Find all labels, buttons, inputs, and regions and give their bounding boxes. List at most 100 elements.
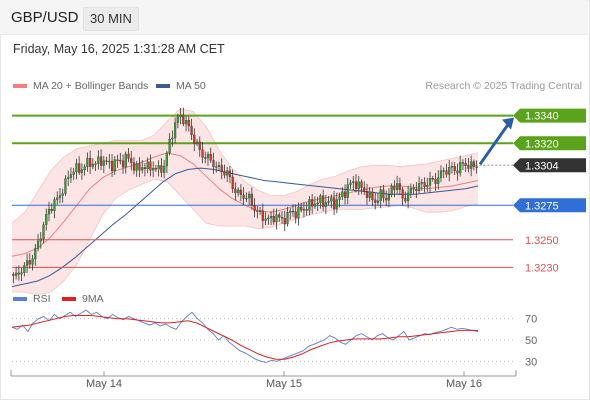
candle-up <box>289 210 292 213</box>
candle-down <box>385 197 388 201</box>
candle-up <box>448 167 451 175</box>
candle-down <box>322 195 325 207</box>
candle-down <box>374 199 377 203</box>
candle-down <box>371 191 374 200</box>
candle-up <box>409 188 412 194</box>
candle-up <box>308 199 311 211</box>
level-tag-1.3340 <box>513 108 586 123</box>
candle-down <box>201 149 204 158</box>
candle-down <box>311 199 314 207</box>
candle-up <box>75 163 78 173</box>
time-tick-label-0: May 14 <box>86 378 122 390</box>
candle-up <box>450 166 454 168</box>
candle-down <box>209 153 212 161</box>
legend-ma50: MA 50 <box>156 80 206 92</box>
candle-up <box>470 161 473 169</box>
candle-up <box>97 156 100 164</box>
candle-up <box>313 203 317 207</box>
candle-down <box>453 166 456 171</box>
candle-down <box>116 159 119 161</box>
candle-down <box>89 158 92 167</box>
candle-down <box>382 189 385 199</box>
candle-up <box>141 167 144 171</box>
candle-down <box>332 197 336 210</box>
candle-down <box>231 176 234 190</box>
candle-up <box>330 197 333 202</box>
candle-up <box>45 213 48 225</box>
candle-up <box>316 202 319 205</box>
candle-up <box>346 184 349 198</box>
candle-down <box>250 193 253 206</box>
rsi-tick-30: 30 <box>525 356 537 368</box>
candle-up <box>302 209 306 211</box>
candle-up <box>23 265 26 273</box>
candle-up <box>376 200 380 203</box>
candle-down <box>160 165 163 173</box>
candle-up <box>94 163 97 165</box>
level-label-1.3275: 1.3275 <box>525 200 559 212</box>
candle-down <box>253 205 256 211</box>
ma20-legend-label: MA 20 + Bollinger Bands <box>33 80 149 92</box>
rsi-tick-50: 50 <box>525 335 537 347</box>
timeframe-button[interactable]: 30 MIN <box>83 7 139 31</box>
candle-up <box>275 214 278 223</box>
candle-down <box>256 210 259 212</box>
candle-down <box>445 170 448 175</box>
candle-up <box>426 185 429 187</box>
rsi-legend-label: RSI <box>33 293 51 305</box>
candle-up <box>152 168 155 171</box>
candle-up <box>72 171 75 175</box>
candle-down <box>363 187 366 192</box>
candle-down <box>280 217 284 219</box>
datetime-label: Friday, May 16, 2025 1:31:28 AM CET <box>13 42 225 56</box>
rsi-line <box>11 309 479 363</box>
candle-up <box>396 183 399 190</box>
candle-down <box>461 162 465 164</box>
candle-up <box>135 163 138 171</box>
level-tag-1.3320 <box>513 136 586 151</box>
candle-up <box>442 170 445 172</box>
candle-up <box>67 177 70 179</box>
candle-down <box>283 217 286 225</box>
candle-up <box>171 137 174 140</box>
candle-down <box>78 163 81 173</box>
level-label-1.3340: 1.3340 <box>525 111 559 123</box>
bollinger-upper <box>11 108 479 224</box>
candle-down <box>475 166 478 168</box>
candle-up <box>327 201 330 203</box>
candle-up <box>47 209 51 215</box>
candle-down <box>149 161 152 171</box>
ma50-swatch <box>156 84 170 88</box>
candle-down <box>360 181 363 188</box>
candle-down <box>105 160 108 162</box>
candle-up <box>86 158 89 167</box>
candle-up <box>20 272 23 275</box>
projection-arrow-head <box>502 117 514 130</box>
candle-down <box>50 209 53 211</box>
level-label-1.3230: 1.3230 <box>525 262 559 274</box>
candle-down <box>354 181 358 189</box>
candle-up <box>91 163 94 167</box>
candle-down <box>305 209 308 211</box>
candle-up <box>80 169 84 173</box>
candle-up <box>324 202 327 207</box>
projection-arrow-shaft <box>478 120 512 166</box>
candle-up <box>25 260 29 266</box>
candle-down <box>12 274 15 276</box>
candle-up <box>179 114 182 118</box>
candle-up <box>406 192 410 202</box>
instrument-title: GBP/USD <box>11 9 79 26</box>
candle-down <box>393 185 396 190</box>
level-tag-1.3275 <box>513 198 586 213</box>
last-price-tag <box>513 158 586 173</box>
candle-down <box>132 162 136 171</box>
candle-up <box>390 185 393 195</box>
rsi-ma9-line <box>11 315 478 360</box>
rsi-swatch <box>13 297 27 301</box>
candle-up <box>237 189 240 194</box>
candle-up <box>349 182 352 185</box>
candle-up <box>69 174 73 178</box>
candle-up <box>267 217 270 220</box>
candle-down <box>119 160 122 162</box>
